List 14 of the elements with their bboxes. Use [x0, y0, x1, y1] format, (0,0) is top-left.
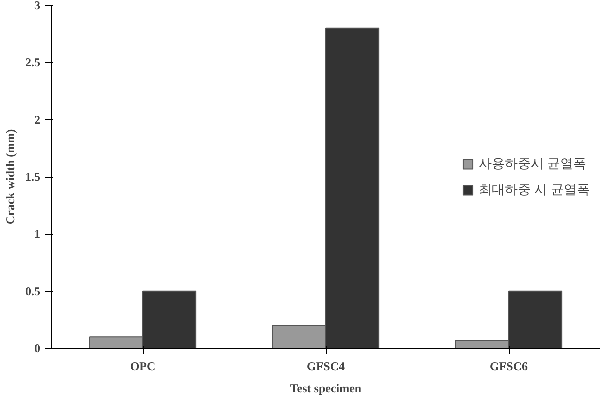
x-tick-label: GFSC6 — [490, 360, 528, 374]
y-tick-label: 1.5 — [26, 170, 40, 184]
y-tick-label: 1 — [34, 227, 40, 242]
x-tick-label: GFSC4 — [307, 360, 346, 374]
y-tick-label: 3 — [34, 0, 40, 12]
y-tick-label: 0 — [34, 342, 40, 356]
x-tick-label: OPC — [130, 360, 156, 374]
legend-label: 사용하중시 균열폭 — [478, 154, 586, 172]
x-axis-title: Test specimen — [290, 382, 362, 396]
y-tick-label: 2 — [34, 112, 40, 127]
y-tick-label: 0.5 — [26, 284, 40, 298]
legend-label: 최대하중 시 균열폭 — [478, 180, 590, 198]
y-axis-title: Crack width (mm) — [4, 129, 18, 225]
y-tick-label: 2.5 — [26, 56, 40, 70]
